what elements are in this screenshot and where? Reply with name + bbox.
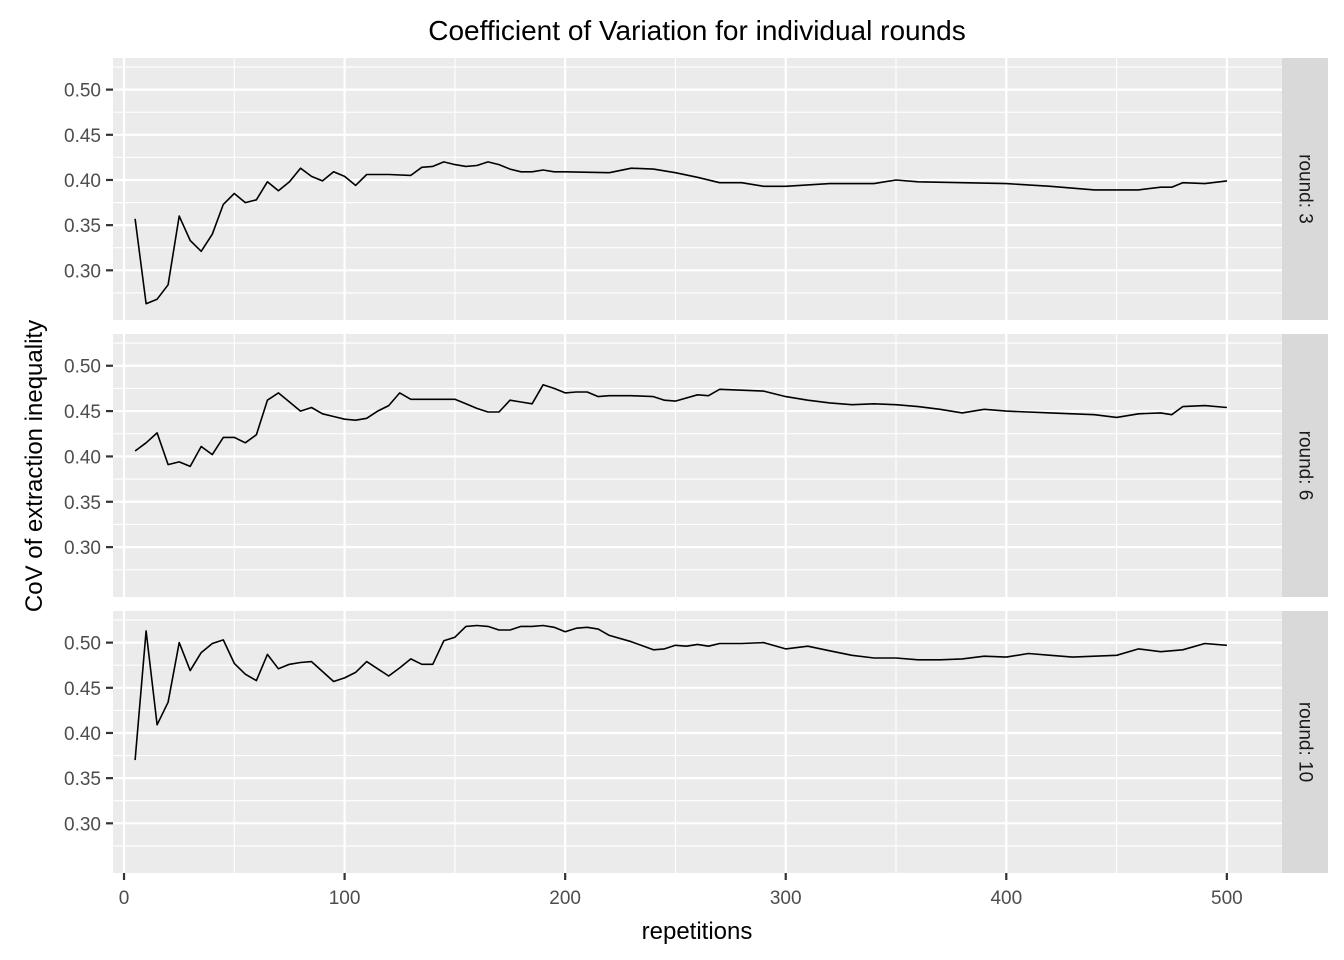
y-axis-title: CoV of extraction inequality bbox=[21, 320, 48, 612]
panel-background bbox=[113, 611, 1282, 873]
facet-strip-label: round: 6 bbox=[1295, 431, 1316, 501]
y-tick-label: 0.40 bbox=[64, 447, 101, 468]
y-tick-label: 0.45 bbox=[64, 402, 101, 423]
facet-strip-label: round: 3 bbox=[1295, 154, 1316, 224]
x-tick-label: 200 bbox=[549, 888, 581, 909]
facet-strip bbox=[1282, 334, 1328, 597]
y-tick-label: 0.45 bbox=[64, 679, 101, 700]
chart-title: Coefficient of Variation for individual … bbox=[428, 15, 966, 46]
panel-background bbox=[113, 334, 1282, 597]
series-line bbox=[134, 383, 1227, 468]
x-axis-title: repetitions bbox=[642, 918, 753, 945]
x-tick-label: 100 bbox=[329, 888, 361, 909]
y-tick-label: 0.30 bbox=[64, 538, 101, 559]
y-tick-label: 0.40 bbox=[64, 171, 101, 192]
facet-panel: 0.30 0.35 0.40 0.45 0.50 round: 10 bbox=[64, 611, 1328, 873]
facets-layer: 0.30 0.35 0.40 0.45 0.50 round: 3 0.30 0.35 0.40… bbox=[64, 58, 1328, 873]
y-tick-label: 0.50 bbox=[64, 81, 101, 102]
y-tick-label: 0.35 bbox=[64, 493, 101, 514]
x-tick-label: 0 bbox=[119, 888, 130, 909]
facet-strip bbox=[1282, 58, 1328, 320]
y-tick-label: 0.30 bbox=[64, 261, 101, 282]
y-tick-label: 0.35 bbox=[64, 216, 101, 237]
facet-panel: 0.30 0.35 0.40 0.45 0.50 round: 3 bbox=[64, 58, 1328, 320]
x-tick-label: 300 bbox=[770, 888, 802, 909]
y-tick-label: 0.50 bbox=[64, 634, 101, 655]
series-line bbox=[134, 161, 1227, 305]
x-tick-label: 500 bbox=[1211, 888, 1243, 909]
x-axis: 0 100 200 300 400 500 bbox=[119, 873, 1243, 909]
series-line bbox=[134, 624, 1227, 761]
y-tick-label: 0.45 bbox=[64, 126, 101, 147]
x-tick-label: 400 bbox=[990, 888, 1022, 909]
facet-strip-label: round: 10 bbox=[1295, 702, 1316, 782]
panel-background bbox=[113, 58, 1282, 320]
y-tick-label: 0.40 bbox=[64, 724, 101, 745]
y-tick-label: 0.35 bbox=[64, 769, 101, 790]
y-tick-label: 0.30 bbox=[64, 814, 101, 835]
facet-panel: 0.30 0.35 0.40 0.45 0.50 round: 6 bbox=[64, 334, 1328, 597]
y-tick-label: 0.50 bbox=[64, 357, 101, 378]
facet-strip bbox=[1282, 611, 1328, 873]
